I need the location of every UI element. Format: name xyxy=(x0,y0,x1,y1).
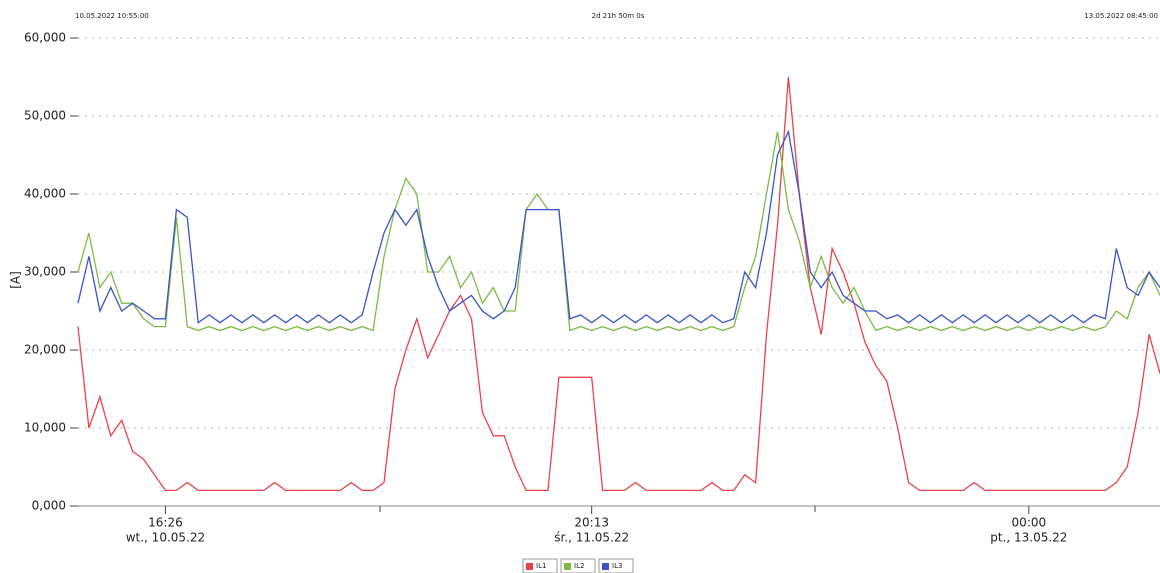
y-axis-label: [A] xyxy=(9,271,23,289)
series-line xyxy=(77,76,1160,492)
x-tick-label: pt., 13.05.22 xyxy=(990,531,1067,545)
legend-label: IL2 xyxy=(574,562,584,570)
series-line xyxy=(77,131,1160,332)
x-tick-label: śr., 11.05.22 xyxy=(554,531,629,545)
start-time: 10.05.2022 10:55:00 xyxy=(75,12,149,20)
legend-box xyxy=(522,558,558,573)
series-line xyxy=(77,129,1160,324)
y-tick-label: 60,000 xyxy=(24,31,66,45)
legend-swatch xyxy=(564,563,571,570)
legend-label: IL3 xyxy=(612,562,622,570)
legend-box xyxy=(598,558,634,573)
y-tick-label: 10,000 xyxy=(24,421,66,435)
x-tick-label: 00:00 xyxy=(1012,516,1047,530)
end-time: 13.05.2022 08:45:00 xyxy=(1084,12,1158,20)
y-tick-label: 0,000 xyxy=(32,499,66,513)
x-tick-label: 16:26 xyxy=(148,516,183,530)
x-tick-label: wt., 10.05.22 xyxy=(126,531,205,545)
y-tick-label: 50,000 xyxy=(24,109,66,123)
duration: 2d 21h 50m 0s xyxy=(592,12,645,20)
legend-label: IL1 xyxy=(536,562,546,570)
y-tick-label: 30,000 xyxy=(24,265,66,279)
y-tick-label: 40,000 xyxy=(24,187,66,201)
legend-box xyxy=(560,558,596,573)
legend-swatch xyxy=(602,563,609,570)
legend-swatch xyxy=(526,563,533,570)
x-tick-label: 20:13 xyxy=(574,516,609,530)
y-tick-label: 20,000 xyxy=(24,343,66,357)
